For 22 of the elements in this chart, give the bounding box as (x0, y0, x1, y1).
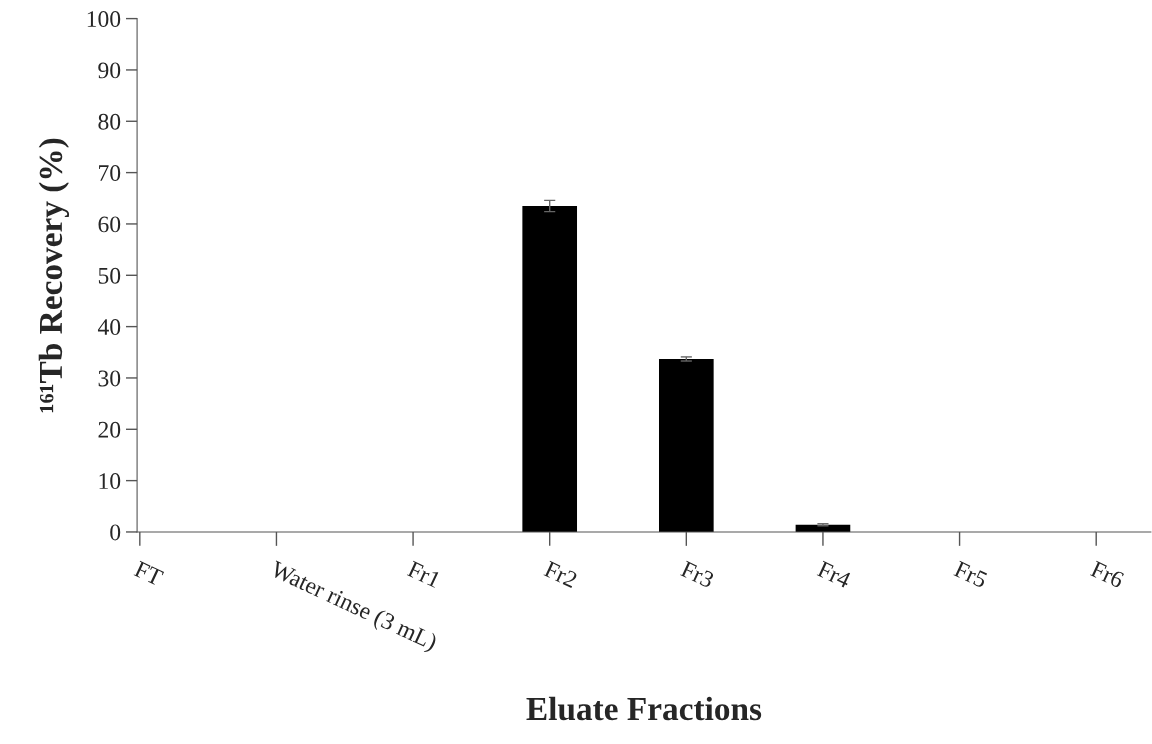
y-tick-label: 70 (99, 165, 121, 182)
x-tick-label: Fr6 (1089, 560, 1125, 589)
x-axis-title: Eluate Fractions (526, 696, 762, 721)
y-tick-label: 20 (98, 421, 121, 438)
x-tick-label: FT (133, 560, 165, 587)
y-tick-label: 10 (99, 473, 121, 490)
x-tick-label: Fr3 (679, 560, 715, 589)
y-tick-label: 50 (98, 267, 121, 284)
y-tick-label: 80 (98, 113, 121, 130)
x-tick-label: Fr1 (406, 560, 442, 588)
y-tick-label: 90 (98, 62, 121, 79)
y-tick-label: 100 (87, 11, 121, 28)
y-tick-label: 40 (97, 319, 121, 336)
x-tick-label: Fr5 (953, 560, 989, 589)
bar (522, 205, 578, 532)
y-tick-label: 60 (98, 216, 121, 233)
y-tick-label: 0 (110, 524, 121, 541)
y-axis-title: ¹⁶¹Tb Recovery (%) (38, 138, 70, 413)
bar (659, 358, 714, 532)
y-tick-label: 30 (98, 370, 121, 387)
x-tick-label: Fr2 (543, 560, 578, 588)
x-tick-label: Fr4 (816, 560, 852, 589)
